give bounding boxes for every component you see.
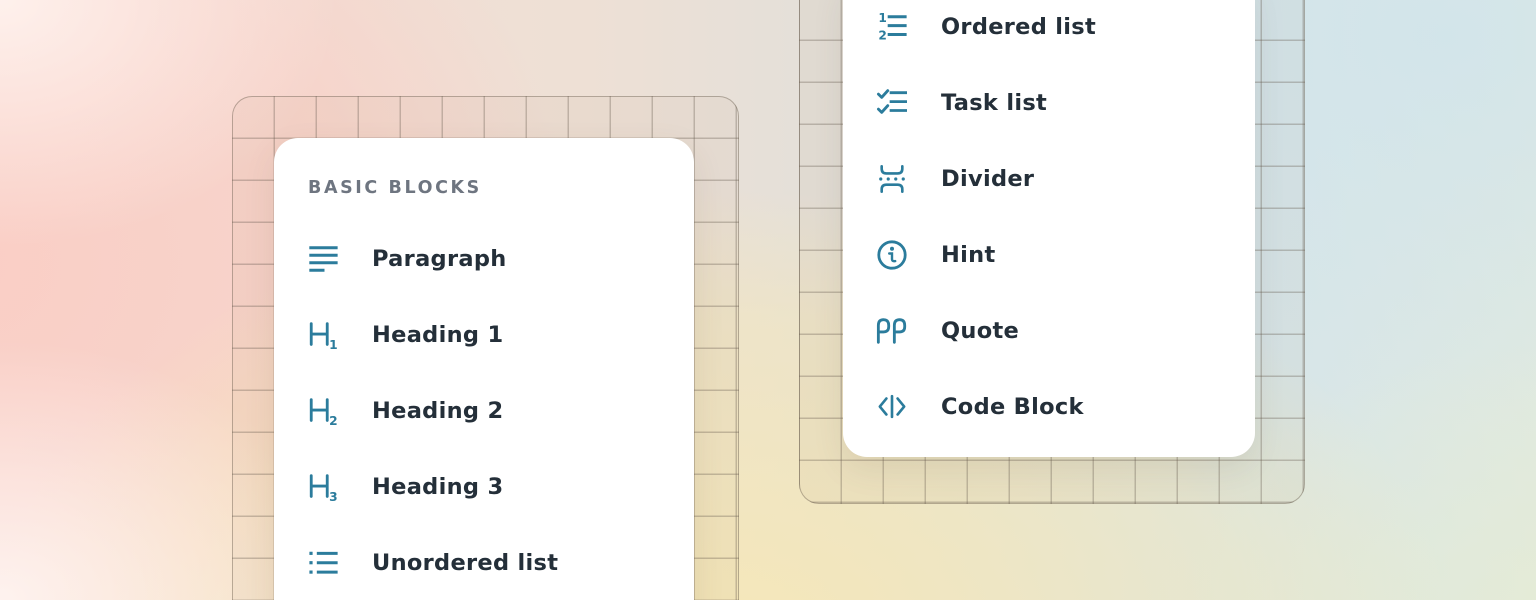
heading-2-icon: 2 — [306, 394, 340, 428]
heading-1-icon: 1 — [306, 318, 340, 352]
code-block-icon — [875, 390, 909, 424]
menu-item-label: Ordered list — [941, 14, 1097, 40]
menu-item-divider[interactable]: Divider — [843, 141, 1255, 217]
divider-icon — [875, 162, 909, 196]
basic-blocks-menu: BASIC BLOCKS Paragraph 1 — [274, 138, 694, 600]
svg-text:2: 2 — [329, 414, 338, 427]
menu-item-label: Divider — [941, 166, 1035, 192]
paragraph-icon — [306, 242, 340, 276]
svg-text:1: 1 — [329, 338, 338, 351]
menu-item-label: Hint — [941, 242, 996, 268]
svg-text:2: 2 — [878, 29, 886, 42]
menu-item-heading-2[interactable]: 2 Heading 2 — [274, 373, 694, 449]
menu-item-paragraph[interactable]: Paragraph — [274, 221, 694, 297]
menu-item-list: Paragraph 1 Heading 1 2 — [274, 221, 694, 600]
quote-icon — [875, 314, 909, 348]
menu-item-ordered-list[interactable]: 1 2 Ordered list — [843, 0, 1255, 65]
task-list-icon — [875, 86, 909, 120]
menu-item-label: Quote — [941, 318, 1020, 344]
ordered-list-icon: 1 2 — [875, 10, 909, 44]
menu-item-task-list[interactable]: Task list — [843, 65, 1255, 141]
blocks-menu-continued: 1 2 Ordered list — [843, 0, 1255, 457]
menu-item-label: Heading 3 — [372, 474, 504, 500]
menu-item-label: Heading 1 — [372, 322, 504, 348]
menu-item-label: Unordered list — [372, 550, 559, 576]
menu-item-heading-3[interactable]: 3 Heading 3 — [274, 449, 694, 525]
menu-item-unordered-list[interactable]: Unordered list — [274, 525, 694, 600]
menu-section-header: BASIC BLOCKS — [308, 178, 482, 198]
menu-item-heading-1[interactable]: 1 Heading 1 — [274, 297, 694, 373]
menu-item-code-block[interactable]: Code Block — [843, 369, 1255, 445]
menu-item-label: Code Block — [941, 394, 1084, 420]
menu-item-label: Paragraph — [372, 246, 507, 272]
unordered-list-icon — [306, 546, 340, 580]
menu-item-label: Task list — [941, 90, 1048, 116]
menu-item-hint[interactable]: Hint — [843, 217, 1255, 293]
menu-item-quote[interactable]: Quote — [843, 293, 1255, 369]
menu-item-list: 1 2 Ordered list — [843, 0, 1255, 445]
hint-icon — [875, 238, 909, 272]
heading-3-icon: 3 — [306, 470, 340, 504]
svg-text:1: 1 — [878, 12, 886, 25]
svg-text:3: 3 — [329, 490, 338, 503]
menu-item-label: Heading 2 — [372, 398, 504, 424]
